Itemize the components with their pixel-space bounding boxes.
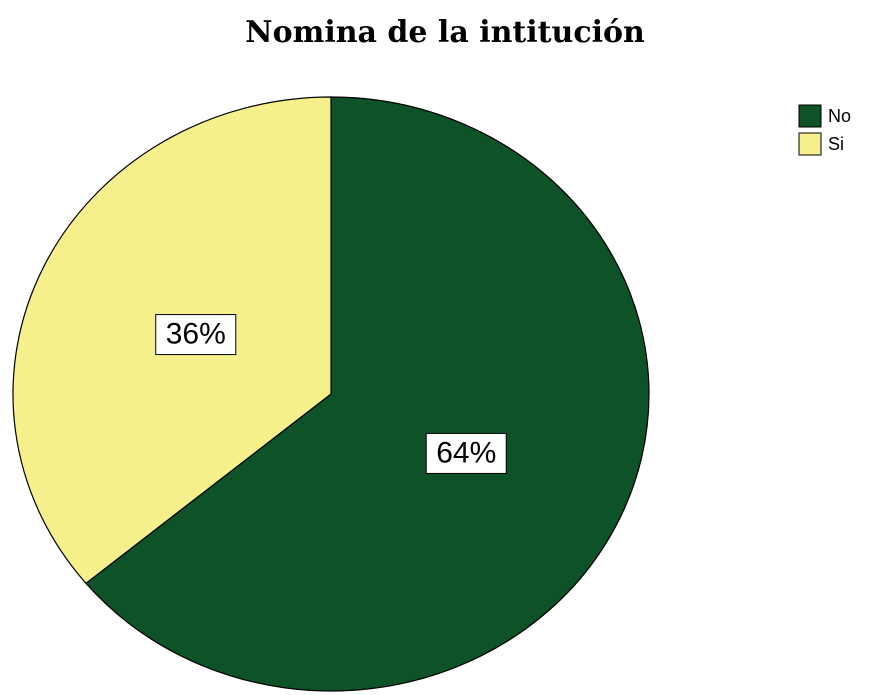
legend-swatch	[798, 104, 822, 128]
pie-slice	[85, 96, 650, 692]
legend-swatch	[798, 132, 822, 156]
data-label-box	[155, 314, 237, 356]
data-label: 64%	[436, 436, 496, 469]
data-label-box	[425, 432, 507, 474]
chart-title: Nomina de la intitución	[245, 15, 645, 50]
legend-label: No	[828, 106, 851, 126]
legend-label: Si	[828, 134, 844, 154]
data-label: 36%	[166, 317, 226, 350]
